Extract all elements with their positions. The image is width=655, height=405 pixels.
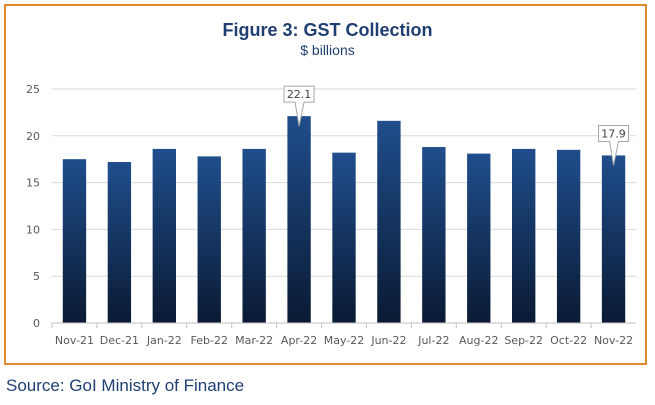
bar-feb-22	[197, 156, 221, 323]
x-tick-label: Oct-22	[550, 334, 587, 347]
bar-mar-22	[242, 148, 266, 323]
x-tick-label: Jun-22	[370, 334, 406, 347]
y-tick-label: 25	[26, 83, 40, 96]
x-tick-label: Apr-22	[281, 334, 317, 347]
data-labels: 22.1 17.9	[283, 85, 630, 166]
data-label-callout	[283, 85, 315, 127]
y-tick-label: 0	[33, 317, 40, 330]
bar-jun-22	[377, 120, 401, 323]
y-tick-label: 5	[33, 270, 40, 283]
x-tick-label: Mar-22	[235, 334, 273, 347]
bar-nov-21	[62, 159, 87, 323]
data-label: 17.9	[601, 127, 626, 140]
bar-jan-22	[152, 148, 176, 323]
chart-subtitle: $ billions	[300, 42, 355, 58]
bar-nov-22	[601, 155, 626, 323]
data-label: 22.1	[287, 88, 312, 101]
x-tick-label: May-22	[324, 334, 365, 347]
bar-apr-22	[287, 116, 311, 323]
data-label-callout	[598, 124, 630, 166]
y-tick-label: 20	[26, 130, 40, 143]
x-tick-label: Jan-22	[146, 334, 182, 347]
x-tick-label: Nov-21	[55, 334, 94, 347]
bar-may-22	[332, 152, 356, 323]
x-tick-label: Sep-22	[504, 334, 543, 347]
x-tick-label: Dec-21	[100, 334, 139, 347]
bar-dec-21	[107, 162, 132, 323]
x-tick-label: Feb-22	[191, 334, 228, 347]
x-tick-label: Aug-22	[459, 334, 498, 347]
x-tick-label: Jul-22	[417, 334, 449, 347]
bar-jul-22	[422, 147, 446, 323]
bars	[62, 116, 626, 323]
x-tick-label: Nov-22	[594, 334, 633, 347]
chart-title: Figure 3: GST Collection	[222, 20, 433, 40]
bar-sep-22	[512, 148, 536, 323]
y-tick-label: 15	[26, 177, 40, 190]
bar-aug-22	[467, 153, 491, 323]
y-tick-label: 10	[26, 223, 40, 236]
source-note: Source: GoI Ministry of Finance	[6, 376, 245, 395]
bar-oct-22	[556, 149, 581, 323]
axes: 0 5 10 15 20 25 Nov-21 Dec-21 Jan-22 Feb-22 Mar-22…	[26, 83, 636, 347]
